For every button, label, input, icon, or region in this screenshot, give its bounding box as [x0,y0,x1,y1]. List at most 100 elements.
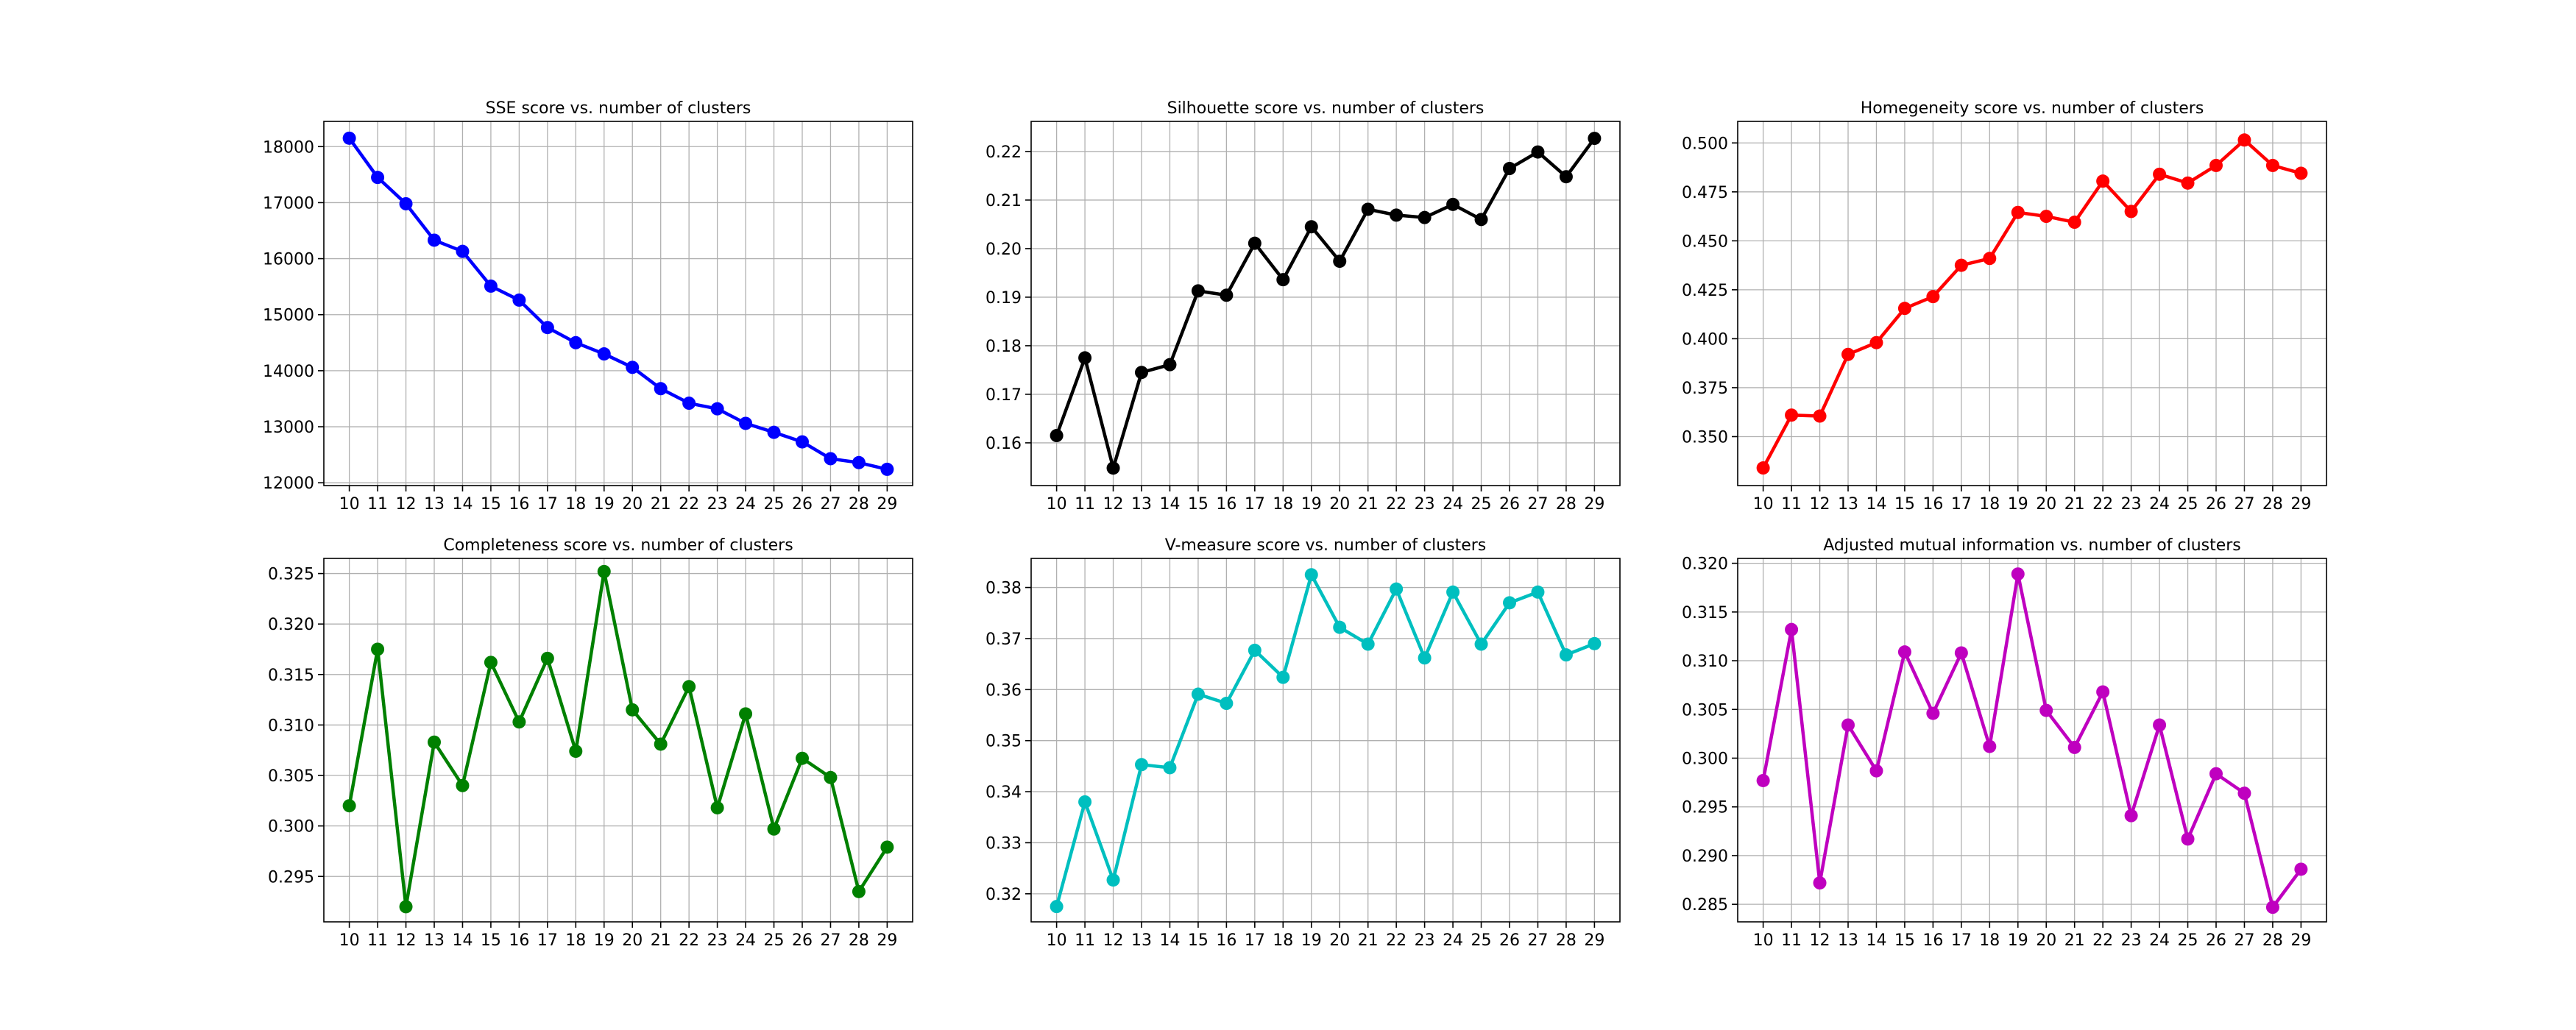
x-tick-label: 28 [1556,931,1577,950]
y-tick-label: 0.425 [1682,282,1728,300]
data-point [2181,832,2195,846]
data-point [1361,637,1375,651]
subplot-homegeneity-score-vs-number-of-clusters: Homegeneity score vs. number of clusters… [1682,99,2327,514]
x-tick-label: 25 [1471,931,1492,950]
x-tick-label: 24 [2149,931,2170,950]
y-tick-label: 15000 [263,307,314,325]
data-point [2067,740,2081,754]
y-tick-label: 0.350 [1682,428,1728,447]
x-tick-label: 18 [565,495,586,514]
y-tick-label: 0.32 [986,886,1022,904]
data-point [1897,645,1911,659]
data-point [1390,208,1404,222]
data-point [2153,167,2167,181]
data-point [1954,258,1968,272]
y-tick-label: 0.285 [1682,896,1728,914]
x-tick-label: 21 [2064,495,2085,514]
x-tick-label: 12 [1810,931,1830,950]
x-tick-label: 12 [1103,495,1124,514]
x-tick-label: 13 [1131,495,1152,514]
x-tick-label: 29 [2290,495,2311,514]
x-tick-label: 19 [594,931,615,950]
data-point [2209,158,2223,172]
x-tick-label: 21 [1358,931,1379,950]
data-point [767,425,781,439]
data-point [1897,302,1911,316]
x-tick-label: 16 [509,495,529,514]
y-tick-label: 0.35 [986,733,1022,751]
data-point [540,321,554,335]
data-point [1333,255,1347,269]
x-tick-label: 26 [1499,495,1520,514]
y-tick-label: 0.300 [268,818,314,837]
x-tick-label: 24 [735,495,756,514]
x-tick-label: 23 [1415,495,1435,514]
series-line [1761,572,2303,909]
chart-title: Homegeneity score vs. number of clusters [1861,99,2204,118]
data-point [2209,767,2223,781]
x-tick-label: 14 [1866,931,1886,950]
x-tick-label: 22 [1386,931,1406,950]
y-tick-label: 0.34 [986,784,1022,802]
y-tick-label: 0.310 [268,717,314,735]
x-tick-label: 20 [2036,931,2056,950]
y-tick-label: 0.305 [1682,701,1728,720]
data-point [1813,876,1827,890]
x-tick-label: 25 [764,931,785,950]
y-tick-label: 0.295 [268,868,314,887]
subplot-v-measure-score-vs-number-of-clusters: V-measure score vs. number of clusters 10… [986,536,1621,950]
data-point [852,884,866,898]
data-point [1163,761,1177,775]
x-tick-label: 21 [651,495,671,514]
data-point [1785,622,1799,636]
x-tick-label: 16 [1922,931,1943,950]
x-tick-label: 21 [2064,931,2085,950]
data-point [824,770,838,784]
x-tick-label: 28 [1556,495,1577,514]
x-tick-label: 11 [1781,495,1802,514]
data-point [1474,637,1488,651]
data-point [767,822,781,836]
x-tick-label: 19 [594,495,615,514]
x-tick-label: 16 [1922,495,1943,514]
data-point [710,800,724,814]
y-tick-label: 0.18 [986,338,1022,356]
x-tick-label: 28 [849,931,869,950]
data-point [399,900,413,914]
data-point [399,196,413,210]
y-tick-label: 0.475 [1682,184,1728,202]
data-point [569,745,583,759]
x-tick-label: 20 [1329,931,1350,950]
x-tick-label: 24 [735,931,756,950]
x-tick-label: 25 [2178,495,2198,514]
x-tick-label: 24 [2149,495,2170,514]
y-tick-label: 0.500 [1682,135,1728,153]
x-tick-label: 29 [877,931,897,950]
data-point [1588,132,1602,146]
x-tick-label: 11 [1781,931,1802,950]
x-tick-label: 18 [565,931,586,950]
data-point [2265,158,2279,172]
axes-frame [323,558,913,923]
x-tick-label: 10 [1047,931,1067,950]
data-point [1983,739,1997,753]
data-point [1135,366,1148,380]
data-point [2237,786,2251,800]
data-point [2039,210,2053,224]
x-tick-label: 10 [1753,495,1774,514]
data-point [1220,697,1234,711]
data-point [1106,873,1120,887]
x-tick-label: 10 [1047,495,1067,514]
x-tick-label: 10 [339,931,360,950]
data-point [1418,210,1432,224]
x-tick-label: 14 [452,931,473,950]
data-point [2096,685,2110,699]
x-tick-label: 14 [452,495,473,514]
x-tick-label: 20 [1329,495,1350,514]
data-point [682,397,696,411]
data-point [1785,408,1799,422]
y-tick-label: 0.325 [268,566,314,584]
x-tick-label: 28 [2262,931,2283,950]
data-point [2124,809,2138,823]
x-tick-label: 26 [792,495,813,514]
